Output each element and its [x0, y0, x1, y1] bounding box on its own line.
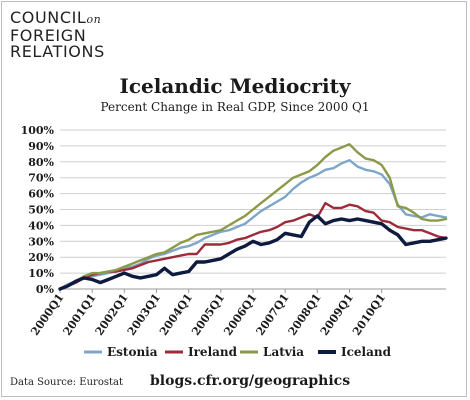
- series-line-estonia: [58, 158, 448, 291]
- y-tick-label: 90%: [28, 140, 54, 153]
- series-line-iceland: [58, 214, 448, 291]
- y-tick-label: 0%: [36, 283, 55, 296]
- logo-council: COUNCIL: [10, 8, 87, 27]
- logo-on: on: [86, 13, 102, 26]
- legend-label-latvia: Latvia: [263, 345, 304, 359]
- y-tick-label: 80%: [28, 156, 54, 169]
- chart-title: Icelandic Mediocrity: [119, 74, 351, 98]
- cfr-logo: COUNCILon FOREIGN RELATIONS: [10, 10, 105, 60]
- chart-subtitle: Percent Change in Real GDP, Since 2000 Q…: [100, 100, 370, 114]
- logo-line-3: RELATIONS: [10, 42, 105, 61]
- y-tick-label: 30%: [28, 235, 54, 248]
- y-tick-label: 10%: [28, 267, 54, 280]
- y-tick-label: 40%: [28, 219, 54, 232]
- x-tick-label: 2010Q1: [350, 291, 388, 338]
- data-source: Data Source: Eurostat: [10, 377, 123, 388]
- series-line-ireland: [58, 201, 448, 291]
- source-url[interactable]: blogs.cfr.org/geographics: [150, 373, 351, 389]
- y-tick-label: 70%: [28, 172, 54, 185]
- y-tick-label: 20%: [28, 251, 54, 264]
- logo-line-2: FOREIGN: [10, 26, 87, 45]
- legend-label-estonia: Estonia: [107, 345, 158, 359]
- series-line-latvia: [58, 143, 448, 291]
- logo-line-1: COUNCILon: [10, 10, 105, 28]
- legend-label-iceland: Iceland: [341, 345, 392, 359]
- y-tick-label: 60%: [28, 188, 54, 201]
- legend-label-ireland: Ireland: [188, 345, 238, 359]
- y-tick-label: 100%: [21, 124, 55, 137]
- y-tick-label: 50%: [28, 204, 54, 217]
